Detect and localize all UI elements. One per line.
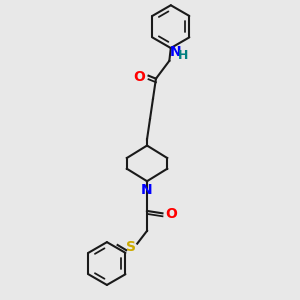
- Text: O: O: [134, 70, 146, 84]
- Text: N: N: [170, 45, 182, 59]
- Text: H: H: [178, 49, 189, 62]
- Text: O: O: [165, 207, 177, 221]
- Text: N: N: [141, 183, 153, 197]
- Text: S: S: [126, 240, 136, 254]
